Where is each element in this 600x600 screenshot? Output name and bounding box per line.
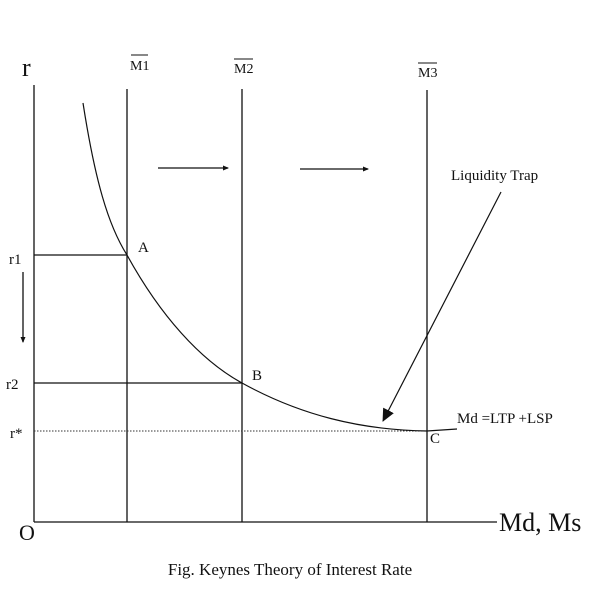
- m3-label: M3: [418, 66, 437, 81]
- point-c-label: C: [430, 431, 440, 447]
- m1-label: M1: [130, 59, 149, 74]
- y-axis-label: r: [22, 53, 31, 82]
- liquidity-trap-label: Liquidity Trap: [451, 168, 538, 184]
- figure-caption: Fig. Keynes Theory of Interest Rate: [168, 560, 412, 579]
- r2-label: r2: [6, 377, 19, 393]
- m2-label: M2: [234, 62, 253, 77]
- md-curve-label: Md =LTP +LSP: [457, 411, 553, 427]
- x-axis-label: Md, Ms: [499, 508, 581, 537]
- point-a-label: A: [138, 240, 149, 256]
- point-b-label: B: [252, 368, 262, 384]
- r1-label: r1: [9, 252, 22, 268]
- money-demand-curve: [82, 102, 458, 432]
- liquidity-trap-arrow: [382, 191, 502, 422]
- origin-label: O: [19, 520, 35, 545]
- rstar-label: r*: [10, 426, 23, 442]
